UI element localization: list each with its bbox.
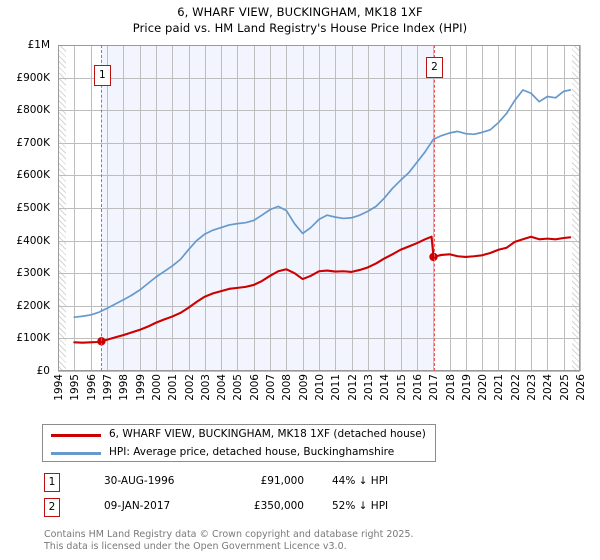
y-axis-tick-label: £400K: [16, 234, 50, 247]
event-vertical-line-1: [101, 45, 103, 371]
x-axis-tick-label: 2015: [395, 374, 408, 401]
property-price-line: [73, 235, 572, 344]
table-row[interactable]: 2 09-JAN-2017 £350,000 52% ↓ HPI: [42, 497, 462, 522]
x-axis-tick-label: 2001: [167, 374, 180, 401]
table-row[interactable]: 1 30-AUG-1996 £91,000 44% ↓ HPI: [42, 472, 462, 497]
x-axis-tick-label: 1998: [118, 374, 131, 401]
grid-line-horizontal: [58, 142, 580, 144]
event-number-badge-2[interactable]: 2: [426, 57, 443, 78]
transaction-price: £350,000: [253, 500, 304, 512]
x-axis-tick-label: 2018: [444, 374, 457, 401]
y-axis-labels: £0 £100K £200K £300K £400K £500K £600K £700K £80…: [0, 39, 54, 377]
x-axis-tick-label: 2023: [526, 374, 539, 401]
chart-legend: 6, WHARF VIEW, BUCKINGHAM, MK18 1XF (det…: [42, 424, 436, 462]
data-series-svg: [73, 89, 572, 346]
x-axis-tick-label: 2014: [379, 374, 392, 401]
grid-line-horizontal: [58, 371, 580, 372]
x-axis-tick-label: 1996: [85, 374, 98, 401]
y-axis-tick-label: £800K: [16, 104, 50, 117]
x-axis-tick-label: 1997: [101, 374, 114, 401]
grid-line-horizontal: [58, 110, 580, 112]
transaction-date: 30-AUG-1996: [104, 475, 175, 487]
x-axis-tick-label: 2022: [509, 374, 522, 401]
grid-line-horizontal: [58, 338, 580, 340]
grid-line-horizontal: [58, 77, 580, 79]
x-axis-tick-label: 2013: [362, 374, 375, 401]
y-axis-tick-label: £500K: [16, 202, 50, 214]
x-axis-tick-label: 2002: [183, 374, 196, 401]
page-title: 6, WHARF VIEW, BUCKINGHAM, MK18 1XF: [177, 5, 423, 19]
y-axis-tick-label: £600K: [16, 169, 50, 182]
x-axis-tick-label: 2011: [330, 374, 343, 401]
legend-label-hpi: HPI: Average price, detached house, Buck…: [109, 446, 395, 458]
x-axis-tick-label: 2012: [346, 374, 359, 401]
y-axis-tick-label: £0: [36, 365, 50, 377]
chart-title-block: 6, WHARF VIEW, BUCKINGHAM, MK18 1XF Pric…: [0, 4, 600, 36]
y-axis-tick-label: £300K: [16, 267, 50, 280]
footer-line-2: This data is licensed under the Open Gov…: [44, 540, 347, 552]
legend-swatch-property: [51, 434, 101, 437]
legend-label-property: 6, WHARF VIEW, BUCKINGHAM, MK18 1XF (det…: [109, 428, 426, 440]
y-axis-tick-label: £200K: [16, 299, 50, 312]
event-number-badge-1[interactable]: 1: [93, 65, 111, 86]
grid-line-horizontal: [58, 240, 580, 242]
footer-line-1: Contains HM Land Registry data © Crown c…: [44, 529, 414, 540]
legend-item-hpi: HPI: Average price, detached house, Buck…: [43, 444, 435, 461]
grid-line-horizontal: [58, 175, 580, 177]
x-axis-tick-label: 2003: [199, 374, 212, 401]
x-axis-tick-label: 2000: [150, 374, 163, 401]
x-axis-tick-label: 2016: [411, 374, 424, 401]
x-axis-tick-label: 2020: [477, 374, 490, 401]
transaction-hpi-delta: 44% ↓ HPI: [332, 475, 389, 487]
sale-point-marker-1[interactable]: [97, 337, 106, 346]
grid-line-vertical: [580, 45, 581, 371]
x-axis-tick-label: 2010: [314, 374, 326, 401]
transactions-table: 1 30-AUG-1996 £91,000 44% ↓ HPI 2 09-JAN…: [42, 472, 462, 522]
x-axis-tick-label: 2024: [542, 374, 555, 401]
x-axis-tick-label: 2021: [493, 374, 506, 401]
x-axis-tick-label: 1995: [69, 374, 82, 401]
x-axis-tick-label: 2005: [232, 374, 245, 401]
x-axis-tick-label: 2007: [265, 374, 278, 401]
transaction-date: 09-JAN-2017: [104, 500, 171, 512]
x-axis-labels: 1994 1995 1996 1997 1998 1999 2000 2001 2002 2003…: [53, 374, 587, 414]
grid-line-horizontal: [58, 208, 580, 209]
x-axis-tick-label: 1999: [134, 374, 147, 401]
legend-item-property: 6, WHARF VIEW, BUCKINGHAM, MK18 1XF (det…: [43, 426, 435, 443]
x-axis-tick-label: 2026: [575, 374, 587, 401]
y-axis-tick-label: £100K: [16, 332, 50, 345]
x-axis-tick-label: 2008: [281, 374, 294, 401]
grid-line-horizontal: [58, 305, 580, 307]
transaction-hpi-delta: 52% ↓ HPI: [332, 500, 389, 512]
footer-attribution: Contains HM Land Registry data © Crown c…: [44, 529, 564, 552]
y-axis-tick-label: £900K: [16, 71, 50, 84]
transaction-index-badge: 1: [44, 473, 60, 492]
x-axis-tick-label: 2019: [460, 374, 473, 401]
x-axis-tick-label: 1994: [53, 374, 65, 401]
hpi-average-line: [73, 89, 572, 319]
legend-swatch-hpi: [51, 452, 101, 455]
transaction-price: £91,000: [260, 475, 304, 487]
page-subtitle: Price paid vs. HM Land Registry's House …: [132, 21, 468, 35]
x-axis-tick-label: 2004: [216, 374, 229, 401]
event-vertical-line-2: [433, 45, 435, 371]
y-axis-tick-label: £700K: [16, 136, 50, 149]
transaction-index-badge: 2: [44, 498, 60, 517]
x-axis-tick-label: 2006: [248, 374, 261, 401]
grid-line-horizontal: [58, 273, 580, 275]
x-axis-tick-label: 2025: [558, 374, 571, 401]
x-axis-tick-label: 2009: [297, 374, 310, 401]
x-axis-tick-label: 2017: [428, 374, 441, 401]
y-axis-tick-label: £1M: [27, 39, 50, 51]
